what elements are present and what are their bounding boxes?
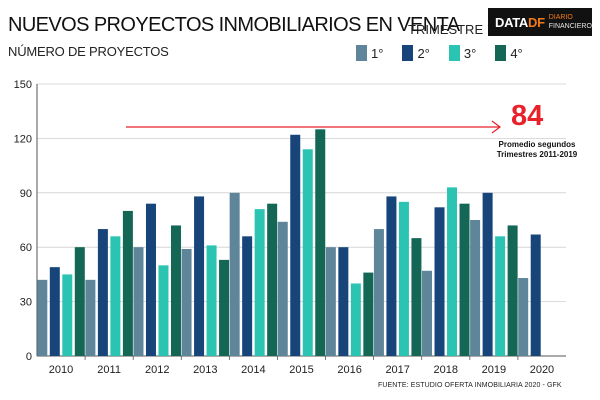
average-note: Promedio segundos Trimestres 2011-2019 — [477, 140, 597, 160]
average-arrow-icon — [491, 120, 501, 134]
bar-2010-q4 — [74, 247, 85, 356]
logo-line1: DIARIO — [548, 14, 573, 21]
bar-2015-q4 — [315, 129, 326, 356]
bar-2010-q3 — [62, 274, 73, 356]
bar-2018-q4 — [459, 203, 470, 356]
x-tick-label: 2016 — [337, 364, 361, 376]
bar-2011-q4 — [122, 210, 133, 356]
y-tick-label: 120 — [14, 133, 32, 145]
legend-label-q4: 4° — [510, 45, 523, 61]
bar-2019-q2 — [482, 192, 493, 356]
bar-2011-q1 — [85, 279, 96, 356]
bar-2011-q3 — [110, 236, 121, 356]
chart-title: NUEVOS PROYECTOS INMOBILIARIOS EN VENTA — [8, 14, 460, 36]
bar-2010-q2 — [49, 267, 60, 356]
datadf-logo: DATA DF DIARIO FINANCIERO — [488, 8, 592, 36]
bar-2020-q2 — [530, 234, 541, 356]
x-tick-label: 2019 — [482, 364, 506, 376]
legend-label-q3: 3° — [463, 45, 477, 61]
y-tick-label: 90 — [20, 188, 32, 200]
source-note: FUENTE: ESTUDIO OFERTA INMOBILIARIA 2020… — [378, 382, 562, 389]
bar-2016-q4 — [363, 272, 374, 356]
bar-2017-q3 — [398, 201, 409, 356]
bar-2013-q3 — [206, 245, 217, 356]
legend: 1° 2° 3° 4° — [356, 44, 542, 62]
bar-2017-q4 — [411, 238, 422, 356]
logo-brand-b: DF — [527, 14, 545, 30]
logo-line2: FINANCIERO — [548, 23, 592, 30]
bar-2015-q2 — [290, 134, 301, 356]
y-tick-label: 0 — [26, 351, 32, 363]
legend-swatch-q2 — [402, 45, 414, 61]
bar-2012-q2 — [145, 203, 156, 356]
bar-2016-q2 — [338, 247, 349, 356]
bar-2013-q1 — [181, 249, 192, 356]
bar-2011-q2 — [97, 229, 108, 356]
logo-brand-a: DATA — [495, 14, 528, 30]
y-axis-label: NÚMERO DE PROYECTOS — [8, 44, 169, 59]
x-tick-label: 2013 — [193, 364, 217, 376]
x-tick-label: 2018 — [434, 364, 458, 376]
bar-2014-q2 — [242, 236, 253, 356]
bar-2012-q3 — [158, 265, 169, 356]
bar-2019-q3 — [495, 236, 506, 356]
x-tick-label: 2012 — [145, 364, 169, 376]
x-tick-label: 2010 — [49, 364, 73, 376]
bar-2014-q3 — [254, 209, 265, 356]
bar-2018-q3 — [447, 187, 458, 356]
y-tick-label: 30 — [20, 297, 32, 309]
legend-label-q2: 2° — [417, 45, 430, 61]
legend-swatch-q4 — [495, 45, 507, 61]
x-tick-label: 2017 — [385, 364, 409, 376]
legend-item-q3: 3° — [448, 44, 477, 62]
bar-2020-q1 — [518, 278, 529, 356]
bar-2018-q2 — [434, 207, 445, 356]
average-note-line2: Trimestres 2011-2019 — [496, 150, 578, 159]
bar-2016-q1 — [325, 247, 336, 356]
legend-swatch-q3 — [448, 45, 460, 61]
bar-2019-q1 — [470, 220, 481, 356]
x-tick-label: 2011 — [97, 364, 121, 376]
average-value-label: 84 — [511, 100, 544, 132]
bar-2013-q2 — [194, 196, 205, 356]
legend-item-q4: 4° — [495, 44, 523, 62]
bar-2012-q4 — [170, 225, 181, 356]
bar-2014-q4 — [267, 203, 278, 356]
legend-title: TRIMESTRE — [408, 22, 484, 37]
bar-2019-q4 — [507, 225, 518, 356]
bar-2016-q3 — [350, 283, 361, 356]
y-tick-label: 60 — [20, 242, 32, 254]
x-tick-label: 2014 — [241, 364, 265, 376]
legend-item-q2: 2° — [402, 44, 430, 62]
legend-item-q1: 1° — [356, 44, 383, 62]
legend-swatch-q1 — [356, 45, 367, 61]
bar-2018-q1 — [422, 270, 433, 356]
legend-label-q1: 1° — [371, 45, 384, 61]
bar-2015-q3 — [302, 149, 313, 356]
average-note-line1: Promedio segundos — [498, 140, 576, 149]
bar-2014-q1 — [229, 192, 240, 356]
bar-2012-q1 — [133, 247, 144, 356]
bar-2017-q2 — [386, 196, 397, 356]
y-tick-label: 150 — [14, 79, 32, 91]
x-tick-label: 2015 — [289, 364, 313, 376]
bar-2015-q1 — [277, 221, 288, 356]
bar-2017-q1 — [373, 229, 384, 356]
x-tick-label: 2020 — [530, 364, 554, 376]
bar-2013-q4 — [219, 259, 230, 356]
bar-2010-q1 — [37, 279, 48, 356]
